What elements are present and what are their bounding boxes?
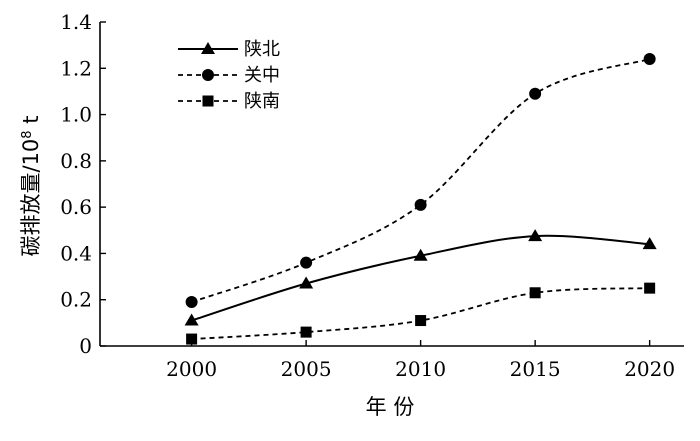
data-point — [185, 296, 198, 309]
data-point — [642, 237, 657, 250]
y-tick-label: 1.4 — [60, 10, 92, 34]
x-tick-label: 2015 — [510, 357, 561, 381]
x-axis-title: 年 份 — [366, 395, 415, 419]
legend-item: 关中 — [178, 65, 280, 86]
data-point — [529, 87, 542, 100]
ticks: 0 0.2 0.4 0.6 0.8 1.0 1.2 1.4 2000 2005 2010 2015 20… — [60, 10, 675, 381]
data-point — [300, 256, 313, 269]
y-axis-title-exponent: 8 — [20, 130, 35, 138]
y-tick-label: 1.0 — [60, 103, 92, 127]
legend-label: 陕北 — [244, 39, 280, 60]
y-tick-label: 0.4 — [60, 241, 92, 265]
legend-marker — [202, 69, 214, 81]
data-point — [529, 287, 541, 299]
legend-label: 关中 — [244, 65, 280, 86]
x-tick-label: 2000 — [166, 357, 217, 381]
series-triangle — [184, 229, 657, 326]
series-line — [191, 287, 650, 340]
data-point — [186, 333, 198, 345]
series-circle — [185, 53, 656, 309]
legend-item: 陕北 — [178, 39, 280, 60]
data-point — [414, 198, 427, 211]
series-square — [186, 282, 656, 345]
series-layer — [184, 53, 657, 345]
data-point — [528, 229, 543, 242]
series-line — [191, 234, 650, 322]
axes — [99, 22, 684, 347]
y-tick-label: 1.2 — [60, 56, 92, 80]
data-point — [644, 282, 656, 294]
legend-marker — [202, 95, 214, 107]
data-point — [299, 276, 314, 289]
series-line — [191, 58, 650, 303]
legend-label: 陕南 — [244, 91, 280, 112]
data-point — [413, 248, 428, 261]
y-tick-label: 0 — [79, 334, 92, 358]
data-point — [184, 313, 199, 326]
y-axis-title-unit: t — [19, 116, 43, 131]
x-tick-label: 2020 — [624, 357, 675, 381]
y-tick-label: 0.2 — [60, 288, 92, 312]
y-tick-label: 0.8 — [60, 149, 92, 173]
y-axis-title-main: 碳排放量/10 — [19, 139, 43, 257]
legend-marker — [201, 42, 215, 54]
data-point — [643, 53, 656, 66]
x-tick-label: 2010 — [395, 357, 446, 381]
y-axis-title: 碳排放量/108 t — [19, 116, 43, 257]
legend-item: 陕南 — [178, 91, 280, 112]
data-point — [300, 326, 312, 338]
x-tick-label: 2005 — [281, 357, 332, 381]
data-point — [415, 315, 427, 327]
y-tick-label: 0.6 — [60, 195, 92, 219]
